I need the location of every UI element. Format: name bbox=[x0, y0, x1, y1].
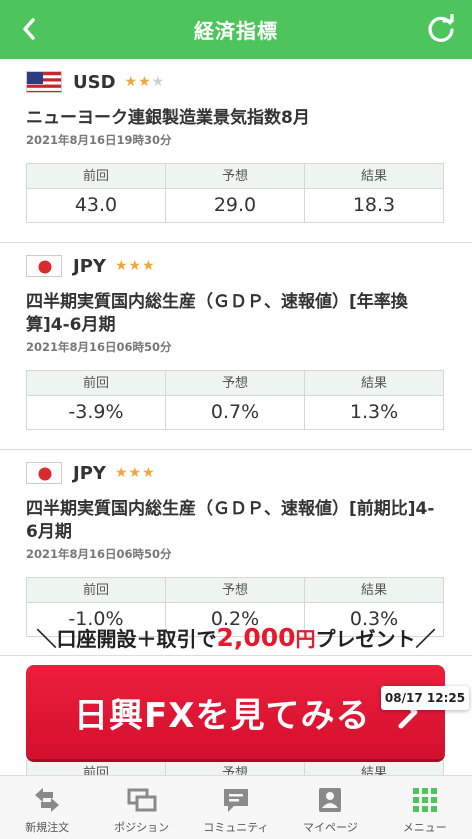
result-header: 結果 bbox=[305, 164, 443, 189]
forecast-value: 0.7% bbox=[166, 396, 305, 429]
indicator-item[interactable]: 前回 予想 結果 bbox=[0, 656, 472, 775]
star-filled-icon: ★ bbox=[138, 74, 152, 90]
cta-label: 日興FXを見てみる bbox=[74, 695, 371, 736]
promo-suffix: プレゼント／ bbox=[315, 627, 436, 651]
tab-mypage[interactable]: マイページ bbox=[283, 776, 377, 839]
grid-menu-icon bbox=[410, 785, 440, 815]
result-value: 0.3% bbox=[349, 608, 399, 630]
swap-arrows-icon bbox=[32, 785, 62, 815]
tab-label: メニュー bbox=[402, 821, 447, 834]
back-button[interactable] bbox=[14, 14, 44, 44]
tab-new-order[interactable]: 新規注文 bbox=[0, 776, 94, 839]
indicator-title: 四半期実質国内総生産（ＧＤＰ、速報値）[年率換算]4-6月期 bbox=[26, 292, 408, 335]
star-filled-icon: ★ bbox=[114, 258, 129, 274]
importance-stars: ★★★ bbox=[115, 465, 156, 481]
star-filled-icon: ★ bbox=[142, 258, 156, 274]
previous-value: -3.9% bbox=[27, 396, 166, 429]
app-header: 経済指標 bbox=[0, 0, 472, 59]
promo-prefix: ＼口座開設＋取引で bbox=[36, 627, 217, 651]
chevron-left-icon bbox=[23, 18, 35, 40]
promo-amount: 2,000 bbox=[216, 623, 296, 652]
result-header: 結果 bbox=[305, 371, 443, 396]
star-filled-icon: ★ bbox=[124, 74, 139, 90]
currency-row: USD ★★★ bbox=[26, 67, 444, 97]
values-table: 前回 予想 結果 43.0 29.0 18.3 bbox=[26, 163, 444, 223]
star-filled-icon: ★ bbox=[114, 465, 129, 481]
japan-flag-icon bbox=[26, 255, 62, 277]
tab-label: マイページ bbox=[302, 821, 358, 834]
star-filled-icon: ★ bbox=[142, 465, 156, 481]
person-badge-icon bbox=[315, 785, 345, 815]
currency-row: JPY ★★★ bbox=[26, 251, 444, 281]
promo-yen: 円 bbox=[295, 627, 316, 651]
tab-community[interactable]: コミュニティ bbox=[189, 776, 283, 839]
indicator-item[interactable]: USD ★★★ ニューヨーク連銀製造業景気指数8月 2021年8月16日19時3… bbox=[0, 59, 472, 243]
currency-code: JPY bbox=[73, 462, 106, 484]
result-header: 結果 bbox=[305, 761, 443, 775]
indicator-date: 2021年8月16日19時30分 bbox=[26, 133, 172, 147]
timestamp-badge: 08/17 12:25 bbox=[381, 686, 469, 710]
refresh-icon bbox=[428, 14, 454, 42]
tab-menu[interactable]: メニュー bbox=[378, 776, 472, 839]
forecast-header: 予想 bbox=[166, 164, 305, 189]
star-filled-icon: ★ bbox=[128, 258, 143, 274]
previous-header: 前回 bbox=[27, 761, 166, 775]
us-flag-icon bbox=[26, 71, 62, 93]
forecast-header: 予想 bbox=[166, 761, 305, 775]
forecast-value: 29.0 bbox=[166, 189, 305, 222]
page-title: 経済指標 bbox=[194, 19, 278, 43]
values-table: 前回 予想 結果 bbox=[26, 760, 444, 775]
tab-label: コミュニティ bbox=[203, 821, 269, 834]
indicator-title: ニューヨーク連銀製造業景気指数8月 bbox=[26, 108, 310, 128]
position-stack-icon bbox=[127, 785, 157, 815]
indicator-item[interactable]: JPY ★★★ 四半期実質国内総生産（ＧＤＰ、速報値）[前期比]4-6月期 20… bbox=[0, 450, 472, 656]
forecast-header: 予想 bbox=[166, 578, 305, 603]
currency-code: USD bbox=[73, 71, 116, 93]
forecast-header: 予想 bbox=[166, 371, 305, 396]
previous-header: 前回 bbox=[27, 371, 166, 396]
forecast-value: 0.2% bbox=[166, 603, 305, 636]
indicator-title: 四半期実質国内総生産（ＧＤＰ、速報値）[前期比]4-6月期 bbox=[26, 499, 435, 542]
japan-flag-icon bbox=[26, 462, 62, 484]
values-table: 前回 予想 結果 -3.9% 0.7% 1.3% bbox=[26, 370, 444, 430]
bottom-tab-bar: 新規注文 ポジション コミュニティ マイページ bbox=[0, 775, 472, 839]
tab-label: ポジション bbox=[114, 821, 170, 834]
result-value: 1.3% bbox=[349, 401, 399, 423]
previous-header: 前回 bbox=[27, 578, 166, 603]
currency-code: JPY bbox=[73, 255, 106, 277]
refresh-button[interactable] bbox=[424, 12, 458, 46]
tab-label: 新規注文 bbox=[25, 821, 70, 834]
values-table: 前回 予想 結果 -1.0% 0.2% 0.3% bbox=[26, 577, 444, 637]
promo-banner-text: ＼口座開設＋取引で2,000円プレゼント／ bbox=[0, 623, 472, 657]
previous-header: 前回 bbox=[27, 164, 166, 189]
importance-stars: ★★★ bbox=[125, 74, 166, 90]
indicator-date: 2021年8月16日06時50分 bbox=[26, 340, 172, 354]
currency-row: JPY ★★★ bbox=[26, 458, 444, 488]
indicator-list[interactable]: USD ★★★ ニューヨーク連銀製造業景気指数8月 2021年8月16日19時3… bbox=[0, 59, 472, 775]
tab-position[interactable]: ポジション bbox=[94, 776, 188, 839]
star-empty-icon: ★ bbox=[151, 74, 166, 90]
indicator-date: 2021年8月16日06時50分 bbox=[26, 547, 172, 561]
result-header: 結果 bbox=[305, 578, 443, 603]
previous-value: -1.0% bbox=[27, 603, 166, 636]
previous-value: 43.0 bbox=[27, 189, 166, 222]
star-filled-icon: ★ bbox=[128, 465, 143, 481]
nikko-fx-cta-button[interactable]: 日興FXを見てみる bbox=[26, 665, 445, 759]
result-value: 18.3 bbox=[352, 194, 396, 216]
chat-bubble-icon bbox=[221, 785, 251, 815]
importance-stars: ★★★ bbox=[115, 258, 156, 274]
indicator-item[interactable]: JPY ★★★ 四半期実質国内総生産（ＧＤＰ、速報値）[年率換算]4-6月期 2… bbox=[0, 243, 472, 450]
